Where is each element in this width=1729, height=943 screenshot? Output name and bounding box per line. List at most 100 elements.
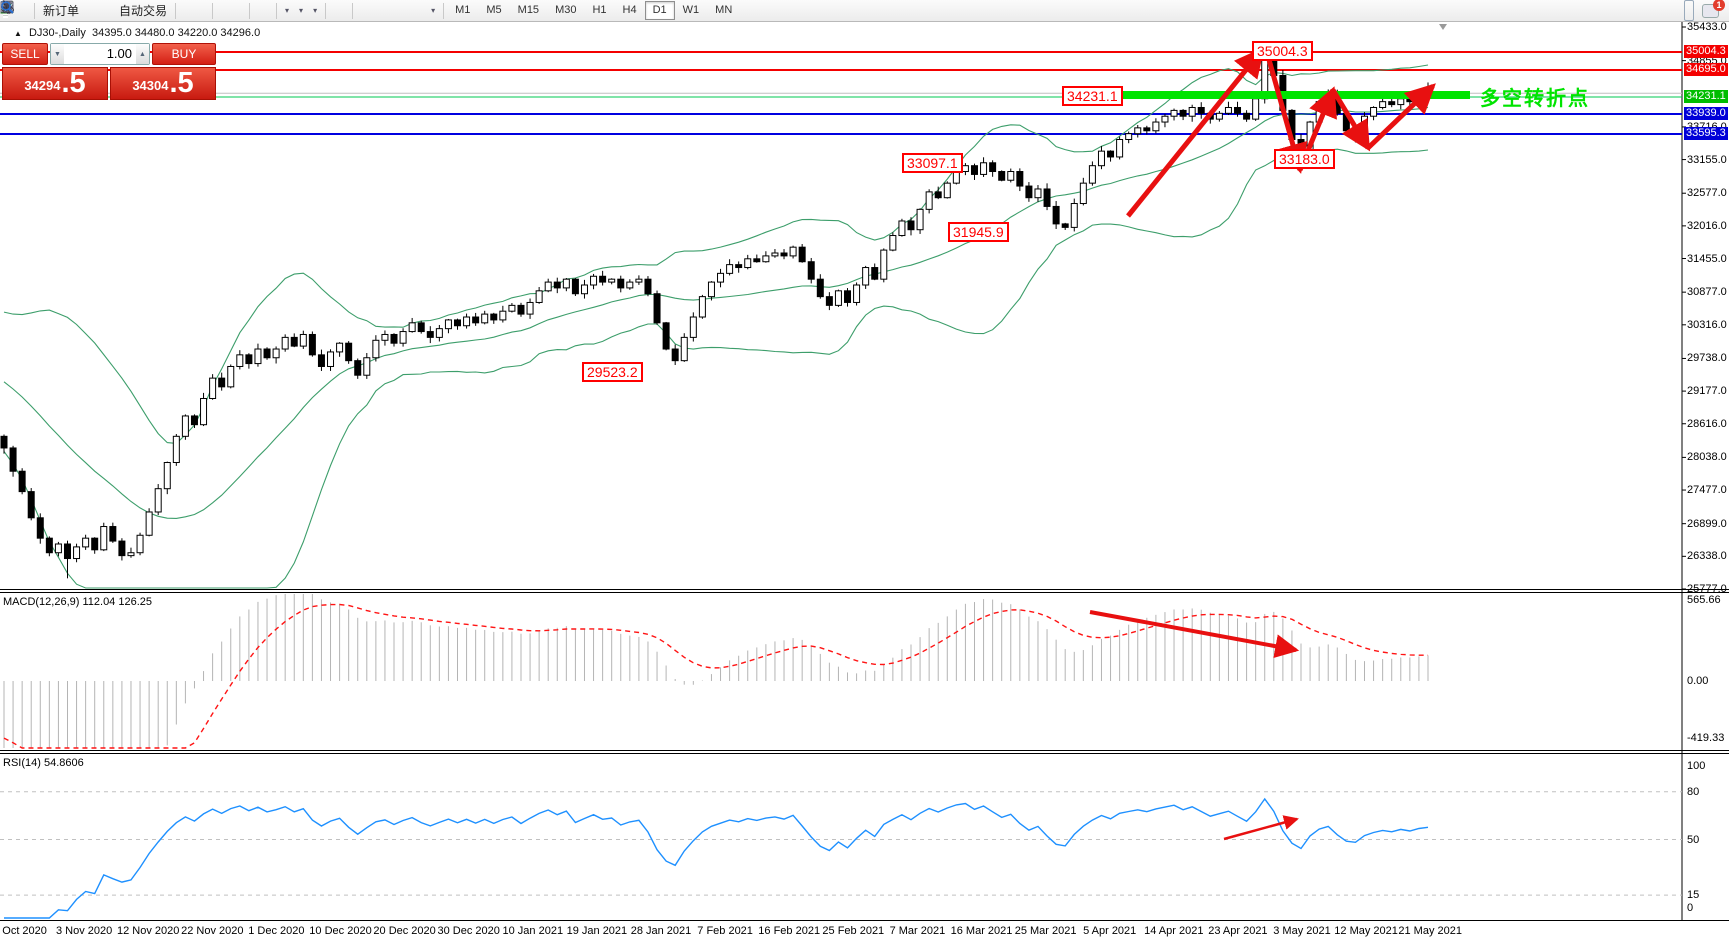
candle xyxy=(816,278,824,298)
timeframe-d1[interactable]: D1 xyxy=(644,1,675,20)
rsi-trend-arrow xyxy=(1223,815,1299,841)
price-tick: 28616.0 xyxy=(1687,417,1727,430)
buy-price-main: 34304 xyxy=(132,78,169,93)
candle xyxy=(36,517,44,539)
candle xyxy=(236,354,244,367)
template-dropdown[interactable]: ▾ xyxy=(0,0,322,21)
period-dropdown[interactable]: ▾ xyxy=(1,0,308,21)
candlestick-icon[interactable] xyxy=(1,0,199,21)
candle xyxy=(109,526,117,542)
volume-value[interactable]: 1.00 xyxy=(106,46,132,61)
candle xyxy=(662,322,670,350)
candle xyxy=(9,447,17,472)
candle xyxy=(1397,98,1405,106)
candle xyxy=(608,278,616,283)
label-icon[interactable]: T xyxy=(1,0,426,21)
timeframe-w1[interactable]: W1 xyxy=(682,4,700,16)
candle xyxy=(372,339,380,359)
line-chart-icon[interactable] xyxy=(0,0,209,21)
candle xyxy=(871,267,879,280)
volume-increase-button[interactable]: ▲ xyxy=(136,44,149,64)
candle xyxy=(136,534,144,554)
date-label: 23 Apr 2021 xyxy=(1208,925,1268,937)
candle xyxy=(145,511,153,536)
vertical-line-icon[interactable] xyxy=(6,0,366,21)
zoom-in-icon[interactable] xyxy=(1,0,226,21)
text-icon[interactable]: A xyxy=(3,0,416,21)
macd-axis-label: -419.33 xyxy=(1687,732,1725,744)
candle xyxy=(916,208,924,231)
signals-icon[interactable] xyxy=(1,0,114,21)
trendline-icon[interactable] xyxy=(0,0,386,21)
timeframe-m30[interactable]: M30 xyxy=(555,4,577,16)
sell-price[interactable]: 34294 .5 xyxy=(2,67,108,100)
sell-price-frac: .5 xyxy=(61,67,86,99)
candle xyxy=(1061,223,1069,228)
channel-icon[interactable]: E xyxy=(0,0,396,21)
add-indicator-dropdown[interactable]: ▾ xyxy=(0,0,294,21)
indicator-window2-icon[interactable] xyxy=(0,0,273,21)
tile-windows-icon[interactable] xyxy=(1,0,246,21)
autotrade-button[interactable]: 自动交易 xyxy=(1,0,172,21)
candle xyxy=(45,537,53,554)
crosshair-icon[interactable] xyxy=(1,0,349,21)
horizontal-line-icon[interactable] xyxy=(1,0,376,21)
buy-price[interactable]: 34304 .5 xyxy=(110,67,216,100)
price-tick: 32577.0 xyxy=(1687,187,1727,200)
rsi-axis-label: 0 xyxy=(1687,902,1694,914)
timeframe-m5[interactable]: M5 xyxy=(486,4,502,16)
candle xyxy=(635,278,643,283)
search-icon[interactable] xyxy=(1,0,1694,21)
price-annotation-29523.2: 29523.2 xyxy=(582,362,643,382)
candle xyxy=(444,319,452,330)
collapse-triangle-icon[interactable]: ▲ xyxy=(14,29,22,38)
candle xyxy=(1088,165,1096,184)
shapes-dropdown[interactable]: ▾ xyxy=(2,0,440,21)
date-label: 7 Mar 2021 xyxy=(889,925,946,937)
candle xyxy=(1215,112,1223,120)
trend-arrow xyxy=(1366,83,1436,150)
bollinger-lower-band xyxy=(3,148,1429,589)
sell-button[interactable]: SELL xyxy=(2,43,48,65)
community-icon[interactable] xyxy=(2,0,104,21)
timeframe-m1[interactable]: M1 xyxy=(455,4,471,16)
buy-button[interactable]: BUY xyxy=(152,43,216,65)
candle xyxy=(127,552,135,557)
indicator-window-icon[interactable] xyxy=(0,0,263,21)
trend-arrow xyxy=(1126,46,1265,218)
candle xyxy=(753,258,761,263)
timeframe-m15[interactable]: M15 xyxy=(517,4,540,16)
date-label: 22 Nov 2020 xyxy=(181,925,244,937)
candle xyxy=(63,543,71,560)
price-annotation-33183.0: 33183.0 xyxy=(1274,149,1335,169)
candle xyxy=(626,281,634,289)
zoom-out-icon[interactable] xyxy=(1,0,236,21)
bar-chart-icon[interactable] xyxy=(1,0,189,21)
candle xyxy=(463,316,471,327)
candle xyxy=(970,165,978,175)
scroll-end-marker[interactable] xyxy=(1439,24,1447,30)
candle xyxy=(118,540,126,557)
candle xyxy=(735,264,743,269)
cursor-icon[interactable] xyxy=(3,0,339,21)
candle xyxy=(789,246,797,257)
new-order-button[interactable]: 新订单 xyxy=(0,0,84,21)
deposit-icon[interactable] xyxy=(0,0,94,21)
notifications-icon[interactable]: 1 xyxy=(1702,0,1725,18)
candle xyxy=(1406,98,1414,103)
rsi-line xyxy=(4,797,1429,919)
candle xyxy=(381,333,389,341)
fibonacci-icon[interactable]: F xyxy=(1,0,406,21)
volume-decrease-button[interactable]: ▼ xyxy=(51,44,64,64)
timeframe-mn[interactable]: MN xyxy=(715,4,733,16)
candle xyxy=(653,293,661,324)
candle xyxy=(508,304,516,312)
timeframe-h4[interactable]: H4 xyxy=(622,4,637,16)
chart-profile-icon[interactable] xyxy=(0,0,31,21)
rsi-axis-label: 50 xyxy=(1687,833,1700,846)
candle xyxy=(998,171,1006,181)
timeframe-h1[interactable]: H1 xyxy=(592,4,607,16)
candle xyxy=(200,397,208,426)
